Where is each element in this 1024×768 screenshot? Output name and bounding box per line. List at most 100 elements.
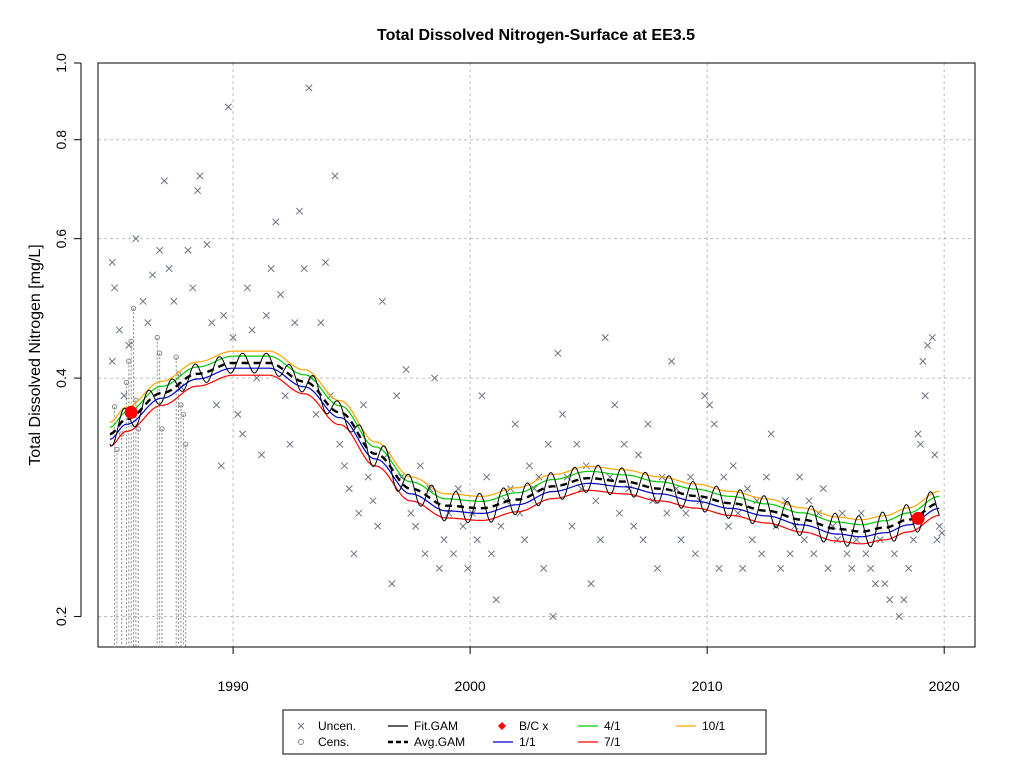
censored-point bbox=[130, 305, 137, 312]
uncensored-point bbox=[369, 497, 377, 505]
uncensored-point bbox=[748, 536, 756, 544]
uncensored-point bbox=[615, 509, 624, 517]
censored-point bbox=[119, 431, 125, 437]
line-avg-gam bbox=[109, 361, 940, 533]
uncensored-point bbox=[208, 319, 216, 327]
uncensored-point bbox=[924, 341, 932, 349]
bc-point bbox=[911, 511, 925, 525]
uncensored-point bbox=[900, 596, 908, 604]
uncensored-point bbox=[189, 284, 197, 292]
uncensored-point bbox=[938, 529, 946, 537]
uncensored-point bbox=[767, 430, 775, 438]
uncensored-point bbox=[544, 440, 552, 448]
censored-point bbox=[183, 441, 189, 447]
uncensored-point bbox=[862, 550, 870, 558]
legend-symbol-diamond bbox=[498, 722, 506, 730]
uncensored-point bbox=[449, 550, 458, 558]
uncensored-point bbox=[739, 564, 747, 572]
uncensored-point bbox=[281, 392, 289, 400]
uncensored-point bbox=[592, 497, 600, 505]
bc-points bbox=[124, 405, 925, 525]
uncensored-point bbox=[634, 451, 642, 459]
uncensored-point bbox=[350, 550, 358, 558]
uncensored-point bbox=[229, 334, 237, 342]
uncensored-point bbox=[852, 536, 861, 544]
uncensored-point bbox=[554, 349, 562, 357]
uncensored-point bbox=[267, 265, 275, 273]
uncensored-point bbox=[416, 462, 424, 470]
legend-label: 4/1 bbox=[604, 719, 621, 733]
uncensored-point bbox=[336, 440, 344, 448]
censored-point bbox=[126, 358, 132, 365]
uncensored-point bbox=[144, 319, 152, 327]
censored-point bbox=[156, 350, 163, 356]
legend: Uncen. Fit.GAM B/C x 4/1 10/1 Cens. Avg.GAM 1/1… bbox=[282, 709, 767, 755]
uncensored-point bbox=[867, 564, 875, 572]
uncensored-point bbox=[115, 326, 123, 334]
uncensored-point bbox=[682, 509, 690, 517]
legend-symbol-x bbox=[297, 722, 305, 730]
legend-label: Cens. bbox=[318, 735, 349, 749]
legend-label: Avg.GAM bbox=[414, 735, 465, 749]
uncensored-point bbox=[933, 536, 941, 544]
uncensored-point bbox=[905, 564, 913, 572]
uncensored-point bbox=[601, 334, 609, 342]
legend-label: Fit.GAM bbox=[414, 719, 458, 733]
y-tick-label: 0.2 bbox=[53, 607, 69, 627]
uncensored-point bbox=[262, 311, 270, 319]
uncensored-point bbox=[148, 271, 157, 279]
censored-points bbox=[111, 305, 189, 647]
uncensored-point bbox=[743, 485, 752, 493]
uncensored-point bbox=[120, 392, 128, 400]
uncensored-point bbox=[355, 509, 363, 517]
uncensored-point bbox=[705, 401, 714, 409]
uncensored-point bbox=[291, 319, 299, 327]
uncensored-point bbox=[928, 334, 936, 342]
uncensored-point bbox=[412, 522, 420, 530]
y-axis: 0.2 0.4 0.6 0.8 1.0 bbox=[53, 53, 82, 627]
uncensored-point bbox=[483, 473, 491, 481]
uncensored-point bbox=[248, 326, 256, 334]
uncensored-point bbox=[819, 485, 827, 493]
uncensored-point bbox=[196, 172, 204, 180]
uncensored-point bbox=[710, 420, 718, 428]
uncensored-point bbox=[848, 564, 856, 572]
uncensored-point bbox=[217, 462, 225, 470]
x-tick-label: 2010 bbox=[692, 678, 723, 694]
uncensored-point bbox=[620, 440, 628, 448]
uncensored-points bbox=[108, 84, 946, 621]
uncensored-point bbox=[921, 392, 929, 400]
uncensored-point bbox=[758, 550, 766, 558]
uncensored-point bbox=[677, 536, 685, 544]
uncensored-point bbox=[257, 451, 266, 459]
uncensored-point bbox=[559, 410, 567, 418]
uncensored-point bbox=[805, 497, 813, 505]
line-4-1 bbox=[109, 355, 940, 526]
uncensored-point bbox=[871, 580, 880, 588]
plot-border bbox=[97, 62, 976, 648]
uncensored-point bbox=[295, 207, 304, 215]
uncensored-point bbox=[843, 550, 851, 558]
uncensored-point bbox=[331, 172, 339, 180]
uncensored-point bbox=[582, 462, 590, 470]
uncensored-point bbox=[653, 564, 661, 572]
uncensored-point bbox=[511, 420, 519, 428]
uncensored-point bbox=[220, 311, 228, 319]
uncensored-point bbox=[644, 420, 652, 428]
uncensored-point bbox=[916, 440, 925, 448]
uncensored-point bbox=[573, 440, 581, 448]
bc-point bbox=[124, 405, 138, 419]
uncensored-point bbox=[139, 297, 147, 305]
uncensored-point bbox=[668, 357, 676, 365]
legend-label: 7/1 bbox=[604, 735, 621, 749]
uncensored-point bbox=[935, 522, 943, 530]
uncensored-point bbox=[919, 357, 927, 365]
uncensored-point bbox=[762, 473, 770, 481]
uncensored-point bbox=[125, 341, 133, 349]
trend-lines bbox=[109, 350, 940, 548]
y-tick-label: 1.0 bbox=[53, 53, 69, 73]
y-tick-label: 0.8 bbox=[53, 130, 69, 150]
uncensored-point bbox=[521, 536, 529, 544]
legend-label: 1/1 bbox=[519, 735, 536, 749]
uncensored-point bbox=[810, 550, 818, 558]
